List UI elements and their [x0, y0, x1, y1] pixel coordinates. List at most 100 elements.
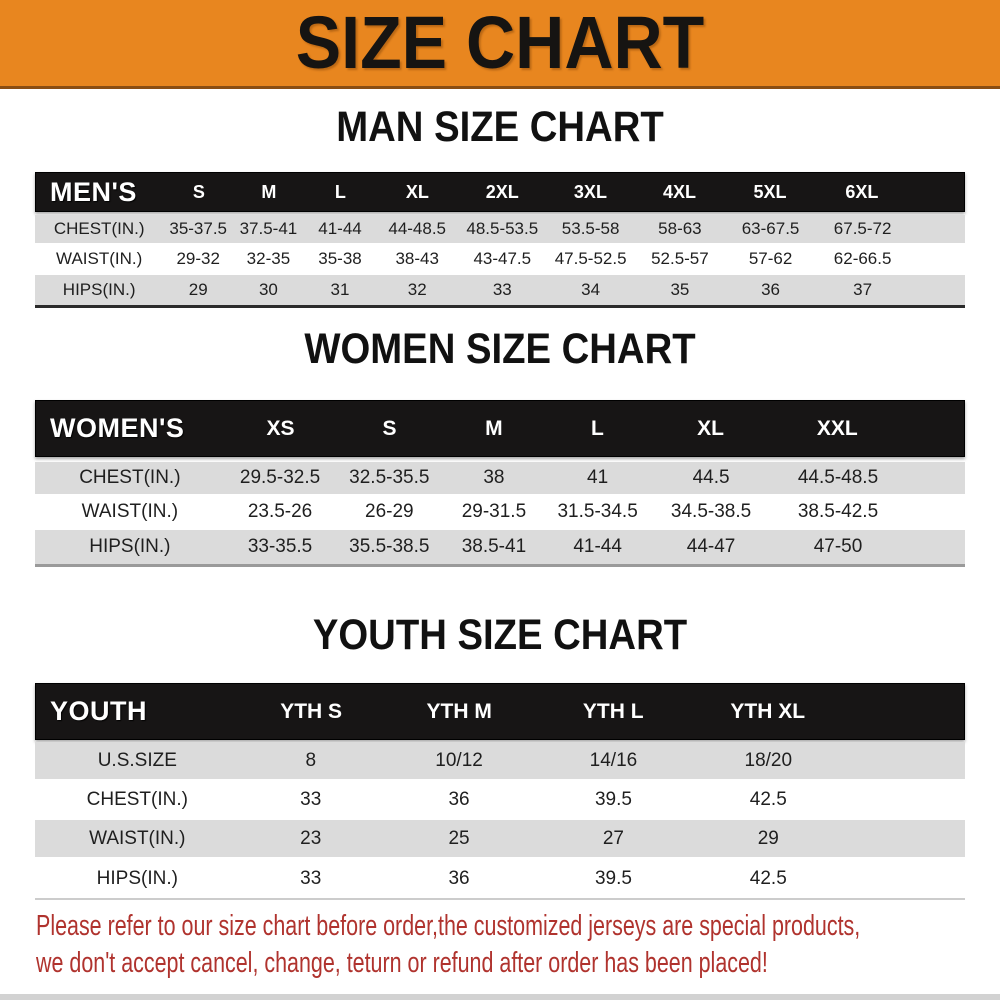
measurement-label: CHEST(IN.) — [86, 788, 188, 810]
table-row: HIPS(IN.) 33-35.5 35.5-38.5 38.5-41 41-44 44-… — [35, 530, 965, 564]
disclaimer-line-2: we don't accept cancel, change, teturn o… — [36, 947, 768, 979]
size-value: 42.5 — [749, 867, 787, 889]
table-row: CHEST(IN.) 33 36 39.5 42.5 — [35, 781, 965, 820]
measurement-label: CHEST(IN.) — [53, 219, 145, 238]
size-value: 34 — [581, 280, 601, 299]
banner: SIZE CHART — [0, 0, 1000, 89]
size-value: 29-32 — [176, 249, 220, 268]
size-column-header: S — [192, 181, 205, 202]
size-column-header: 4XL — [663, 181, 697, 202]
size-value: 29 — [188, 280, 208, 299]
size-value: 36 — [448, 788, 470, 810]
youth-section-heading: YOUTH SIZE CHART — [312, 611, 688, 659]
size-column-header: XL — [405, 181, 429, 202]
size-value: 43-47.5 — [473, 249, 532, 268]
size-column-header: YTH XL — [730, 699, 806, 723]
table-row: WAIST(IN.) 23.5-26 26-29 29-31.5 31.5-34.5 34… — [35, 496, 965, 530]
size-value: 38 — [483, 467, 505, 488]
size-column-header: YTH L — [582, 699, 644, 723]
table-row: WAIST(IN.) 29-32 32-35 35-38 38-43 43-47.5 47.… — [35, 245, 965, 275]
women-size-section: WOMEN SIZE CHART WOMEN'S XS S M L XL XXL CHEST(… — [0, 326, 1000, 567]
size-value: 14/16 — [589, 749, 638, 771]
size-value: 10/12 — [435, 749, 483, 771]
table-corner-label: MEN'S — [50, 176, 137, 207]
size-column-header: XL — [697, 416, 725, 440]
size-value: 41-44 — [318, 219, 362, 238]
size-value: 41 — [587, 467, 609, 488]
size-value: 36 — [448, 867, 470, 889]
men-size-section: MAN SIZE CHART MEN'S S M L XL 2XL 3XL 4XL 5XL 6XL… — [0, 104, 1000, 308]
size-value: 33-35.5 — [247, 536, 313, 557]
size-value: 36 — [761, 280, 781, 299]
size-value: 58-63 — [658, 219, 702, 238]
size-column-header: 6XL — [845, 181, 879, 202]
table-row: U.S.SIZE 8 10/12 14/16 18/20 — [35, 742, 965, 781]
size-value: 29.5-32.5 — [239, 467, 321, 488]
table-row: HIPS(IN.) 33 36 39.5 42.5 — [35, 859, 965, 898]
table-header-bar: WOMEN'S XS S M L XL XXL — [35, 400, 965, 457]
disclaimer-line-1: Please refer to our size chart before or… — [36, 910, 861, 942]
size-value: 39.5 — [594, 867, 632, 889]
table-header-bar: YOUTH YTH S YTH M YTH L YTH XL — [35, 683, 965, 740]
size-value: 67.5-72 — [833, 219, 892, 238]
page-bottom-edge — [0, 994, 1000, 1000]
size-value: 31 — [330, 280, 350, 299]
size-value: 53.5-58 — [561, 219, 620, 238]
men-section-heading: MAN SIZE CHART — [336, 103, 664, 151]
size-value: 25 — [448, 827, 470, 849]
size-value: 48.5-53.5 — [466, 219, 539, 238]
size-value: 57-62 — [748, 249, 793, 268]
size-value: 33 — [492, 280, 512, 299]
size-column-header: M — [485, 416, 503, 440]
size-column-header: 3XL — [573, 181, 607, 202]
size-column-header: S — [382, 416, 397, 440]
table-corner-label: WOMEN'S — [50, 413, 185, 443]
size-value: 30 — [258, 280, 278, 299]
size-column-header: XS — [266, 416, 295, 440]
size-value: 32-35 — [246, 249, 291, 268]
size-value: 63-67.5 — [741, 219, 800, 238]
size-value: 34.5-38.5 — [670, 501, 752, 522]
size-value: 29 — [757, 827, 779, 849]
size-column-header: 2XL — [485, 181, 519, 202]
size-value: 38.5-42.5 — [797, 501, 879, 522]
size-value: 62-66.5 — [833, 249, 892, 268]
size-column-header: YTH S — [280, 699, 343, 723]
size-value: 38.5-41 — [461, 536, 527, 557]
size-value: 33 — [300, 788, 322, 810]
size-value: 38-43 — [395, 249, 439, 268]
women-size-table: WOMEN'S XS S M L XL XXL CHEST(IN.) 29.5-32.5 32.5… — [35, 400, 965, 567]
size-value: 52.5-57 — [651, 249, 709, 268]
measurement-label: HIPS(IN.) — [89, 536, 171, 557]
table-row: CHEST(IN.) 35-37.5 37.5-41 41-44 44-48.5 48.5… — [35, 215, 965, 245]
size-column-header: M — [261, 181, 277, 202]
women-section-heading: WOMEN SIZE CHART — [304, 325, 696, 373]
size-value: 47.5-52.5 — [554, 249, 627, 268]
youth-size-table: YOUTH YTH S YTH M YTH L YTH XL U.S.SIZE 8 10/12… — [35, 683, 965, 900]
youth-size-section: YOUTH SIZE CHART YOUTH YTH S YTH M YTH L YTH… — [0, 612, 1000, 900]
size-column-header: YTH M — [426, 699, 492, 723]
size-value: 23.5-26 — [247, 501, 313, 522]
size-value: 29-31.5 — [461, 501, 527, 522]
size-column-header: 5XL — [753, 181, 787, 202]
table-row: CHEST(IN.) 29.5-32.5 32.5-35.5 38 41 44.5 44.5… — [35, 462, 965, 496]
measurement-label: WAIST(IN.) — [81, 501, 179, 522]
size-value: 8 — [305, 749, 317, 771]
measurement-label: U.S.SIZE — [97, 749, 177, 771]
size-value: 42.5 — [749, 788, 787, 810]
size-value: 44-48.5 — [388, 219, 447, 238]
disclaimer: Please refer to our size chart before or… — [36, 908, 998, 982]
size-value: 32.5-35.5 — [349, 467, 430, 488]
size-value: 44.5-48.5 — [797, 467, 879, 488]
table-row: WAIST(IN.) 23 25 27 29 — [35, 820, 965, 859]
size-value: 35-38 — [318, 249, 362, 268]
size-value: 44.5 — [692, 467, 730, 488]
size-value: 26-29 — [365, 501, 414, 522]
size-value: 47-50 — [813, 536, 863, 557]
size-value: 35 — [670, 280, 690, 299]
size-value: 37 — [853, 280, 873, 299]
measurement-label: CHEST(IN.) — [79, 467, 181, 488]
size-value: 18/20 — [744, 749, 793, 771]
men-size-table: MEN'S S M L XL 2XL 3XL 4XL 5XL 6XL CHEST(IN.) 35-37… — [35, 172, 965, 308]
